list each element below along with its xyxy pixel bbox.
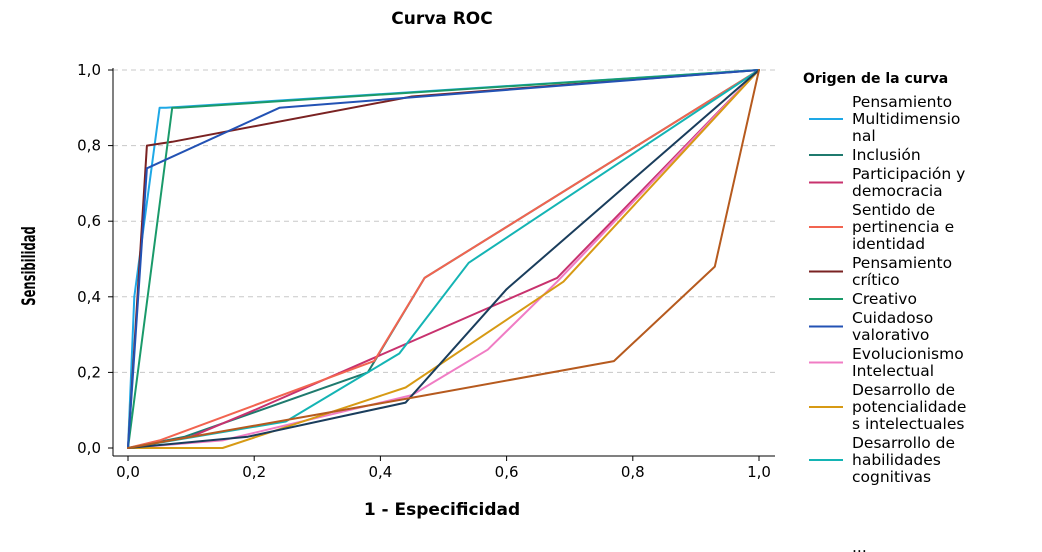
x-tick-label: 0,8	[621, 463, 645, 481]
y-tick-label: 0,4	[77, 288, 101, 306]
legend-label: Desarrollo de	[852, 434, 955, 452]
legend-label: Desarrollo de	[852, 381, 955, 399]
legend-label: Sentido de	[852, 201, 935, 219]
legend-label: potencialidade	[852, 398, 966, 416]
series-lines	[127, 69, 760, 449]
legend-label: Participación y	[852, 165, 965, 183]
x-tick-label: 0,2	[242, 463, 266, 481]
x-axis-title: 1 - Especificidad	[364, 500, 520, 520]
legend-label: Multidimensio	[852, 110, 960, 128]
series-line	[127, 69, 760, 449]
y-tick-labels: 0,0 0,2 0,4 0,6 0,8 1,0	[77, 61, 113, 457]
legend-label: identidad	[852, 235, 925, 253]
legend-item: Inclusión	[809, 146, 921, 164]
legend-label: Pensamiento	[852, 93, 952, 111]
legend-label: valorativo	[852, 326, 929, 344]
x-tick-label: 0,0	[116, 463, 140, 481]
y-tick-label: 0,0	[77, 439, 101, 457]
legend-title: Origen de la curva	[803, 71, 948, 87]
x-tick-label: 0,4	[368, 463, 392, 481]
series-line	[127, 69, 760, 449]
legend-label: pertinencia e	[852, 218, 954, 236]
legend-items: PensamientoMultidimensionalInclusiónPart…	[809, 93, 966, 486]
legend-label: cognitivas	[852, 468, 931, 486]
legend-label: democracia	[852, 182, 943, 200]
series-line	[127, 69, 760, 449]
series-line	[127, 69, 760, 449]
legend-label: Pensamiento	[852, 254, 952, 272]
legend-label: Evolucionismo	[852, 345, 964, 363]
y-tick-label: 0,2	[77, 363, 101, 381]
legend-label: Intelectual	[852, 362, 934, 380]
series-line	[127, 69, 760, 449]
legend-label: crítico	[852, 271, 900, 289]
y-tick-label: 0,8	[77, 137, 101, 155]
x-tick-label: 0,6	[495, 463, 519, 481]
legend-overflow: ...	[852, 538, 867, 552]
legend-label: Creativo	[852, 290, 917, 308]
legend-item: Creativo	[809, 290, 917, 308]
grid-lines	[113, 69, 775, 373]
y-tick-label: 0,6	[77, 212, 101, 230]
y-tick-label: 1,0	[77, 61, 101, 79]
x-tick-labels: 0,0 0,2 0,4 0,6 0,8 1,0	[116, 456, 771, 481]
y-axis-title: Sensibilidad	[18, 226, 40, 305]
series-line	[127, 69, 760, 449]
legend-label: Inclusión	[852, 146, 921, 164]
legend: Origen de la curva PensamientoMultidimen…	[803, 71, 966, 552]
legend-label: Cuidadoso	[852, 309, 933, 327]
x-tick-label: 1,0	[747, 463, 771, 481]
legend-label: s intelectuales	[852, 415, 964, 433]
legend-label: habilidades	[852, 451, 941, 469]
legend-label: nal	[852, 127, 876, 145]
chart-title: Curva ROC	[391, 9, 492, 29]
series-line	[127, 69, 760, 449]
